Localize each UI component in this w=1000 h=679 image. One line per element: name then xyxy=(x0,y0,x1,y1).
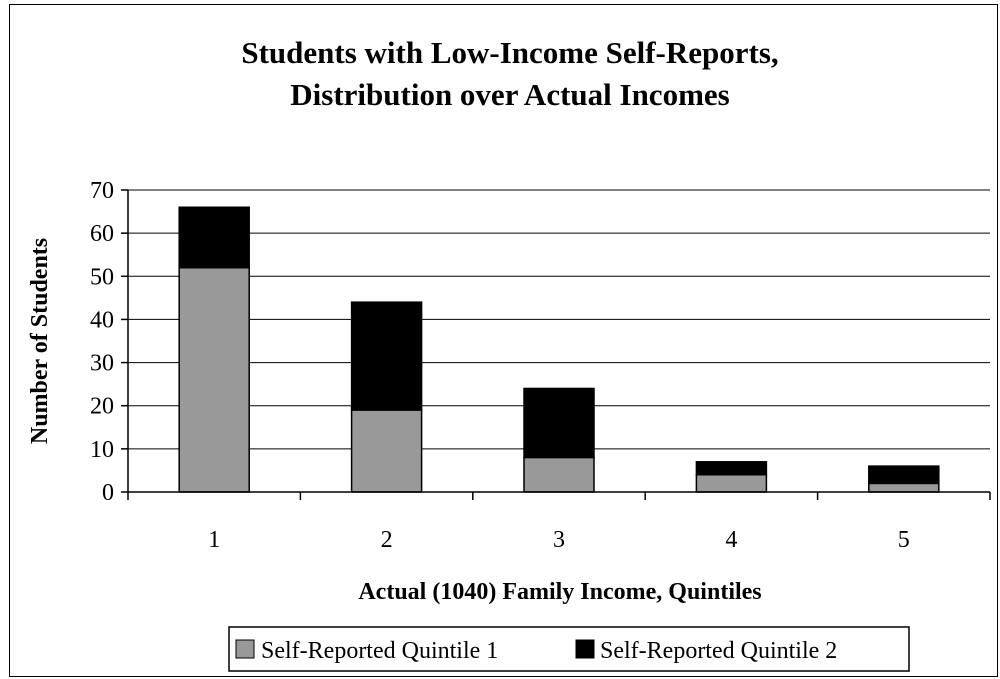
chart-title-line-1: Students with Low-Income Self-Reports, xyxy=(241,35,778,70)
y-tick-label: 0 xyxy=(102,480,114,506)
legend-label-series-1: Self-Reported Quintile 1 xyxy=(261,638,498,664)
bar-series-1-category-4 xyxy=(695,473,768,493)
y-tick-label: 50 xyxy=(90,264,114,290)
bar-series-2-category-2 xyxy=(350,301,423,411)
bar-series-1-category-5 xyxy=(868,482,940,493)
gridlines xyxy=(128,189,990,450)
legend-box xyxy=(228,626,910,672)
legend-label-series-2: Self-Reported Quintile 2 xyxy=(600,638,837,664)
y-tick-label: 70 xyxy=(90,178,114,204)
bar-series-2-category-5 xyxy=(868,465,940,485)
bar-series-1-category-2 xyxy=(350,409,423,493)
legend: Self-Reported Quintile 1 Self-Reported Q… xyxy=(228,626,910,672)
legend-swatch-series-2 xyxy=(575,639,595,659)
x-tick-label: 5 xyxy=(898,527,910,553)
axes: 0 10 20 30 40 50 60 70 1 2 3 4 5 xyxy=(90,178,991,553)
bar-series-2-category-1 xyxy=(178,206,250,269)
chart-title-line-2: Distribution over Actual Incomes xyxy=(290,77,729,112)
bar-series-2-category-4 xyxy=(695,461,768,476)
bar-series-2-category-3 xyxy=(523,387,595,459)
legend-swatch-series-1 xyxy=(235,639,255,659)
x-tick-label: 2 xyxy=(381,527,393,553)
y-tick-label: 40 xyxy=(90,307,114,333)
y-tick-label: 20 xyxy=(90,394,114,420)
x-tick-label: 1 xyxy=(208,527,220,553)
chart-frame xyxy=(9,4,998,677)
bar-series-1-category-1 xyxy=(178,266,250,493)
x-tick-label: 3 xyxy=(553,527,565,553)
bar-series-1-category-3 xyxy=(523,456,595,493)
y-tick-label: 60 xyxy=(90,221,114,247)
y-tick-label: 10 xyxy=(90,437,114,463)
y-axis-title: Number of Students xyxy=(27,238,53,444)
x-tick-label: 4 xyxy=(725,527,737,553)
y-tick-label: 30 xyxy=(90,351,114,377)
x-axis-title: Actual (1040) Family Income, Quintiles xyxy=(358,579,761,605)
